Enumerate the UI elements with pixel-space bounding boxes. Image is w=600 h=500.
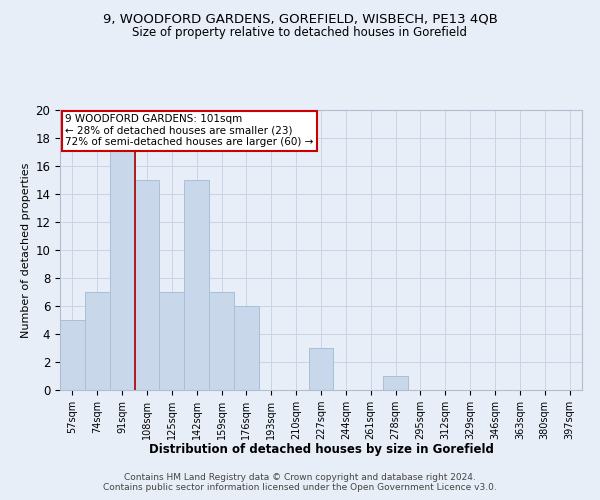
Bar [234, 306, 259, 390]
Bar [134, 180, 160, 390]
Bar [85, 292, 110, 390]
Text: 9, WOODFORD GARDENS, GOREFIELD, WISBECH, PE13 4QB: 9, WOODFORD GARDENS, GOREFIELD, WISBECH,… [103, 12, 497, 26]
Bar [60, 320, 85, 390]
Bar [110, 124, 134, 390]
Bar [160, 292, 184, 390]
Bar [383, 376, 408, 390]
Text: Size of property relative to detached houses in Gorefield: Size of property relative to detached ho… [133, 26, 467, 39]
Text: 9 WOODFORD GARDENS: 101sqm
← 28% of detached houses are smaller (23)
72% of semi: 9 WOODFORD GARDENS: 101sqm ← 28% of deta… [65, 114, 314, 148]
Text: Distribution of detached houses by size in Gorefield: Distribution of detached houses by size … [149, 442, 493, 456]
Bar [209, 292, 234, 390]
Bar [184, 180, 209, 390]
Text: Contains HM Land Registry data © Crown copyright and database right 2024.
Contai: Contains HM Land Registry data © Crown c… [103, 473, 497, 492]
Bar [308, 348, 334, 390]
Y-axis label: Number of detached properties: Number of detached properties [21, 162, 31, 338]
